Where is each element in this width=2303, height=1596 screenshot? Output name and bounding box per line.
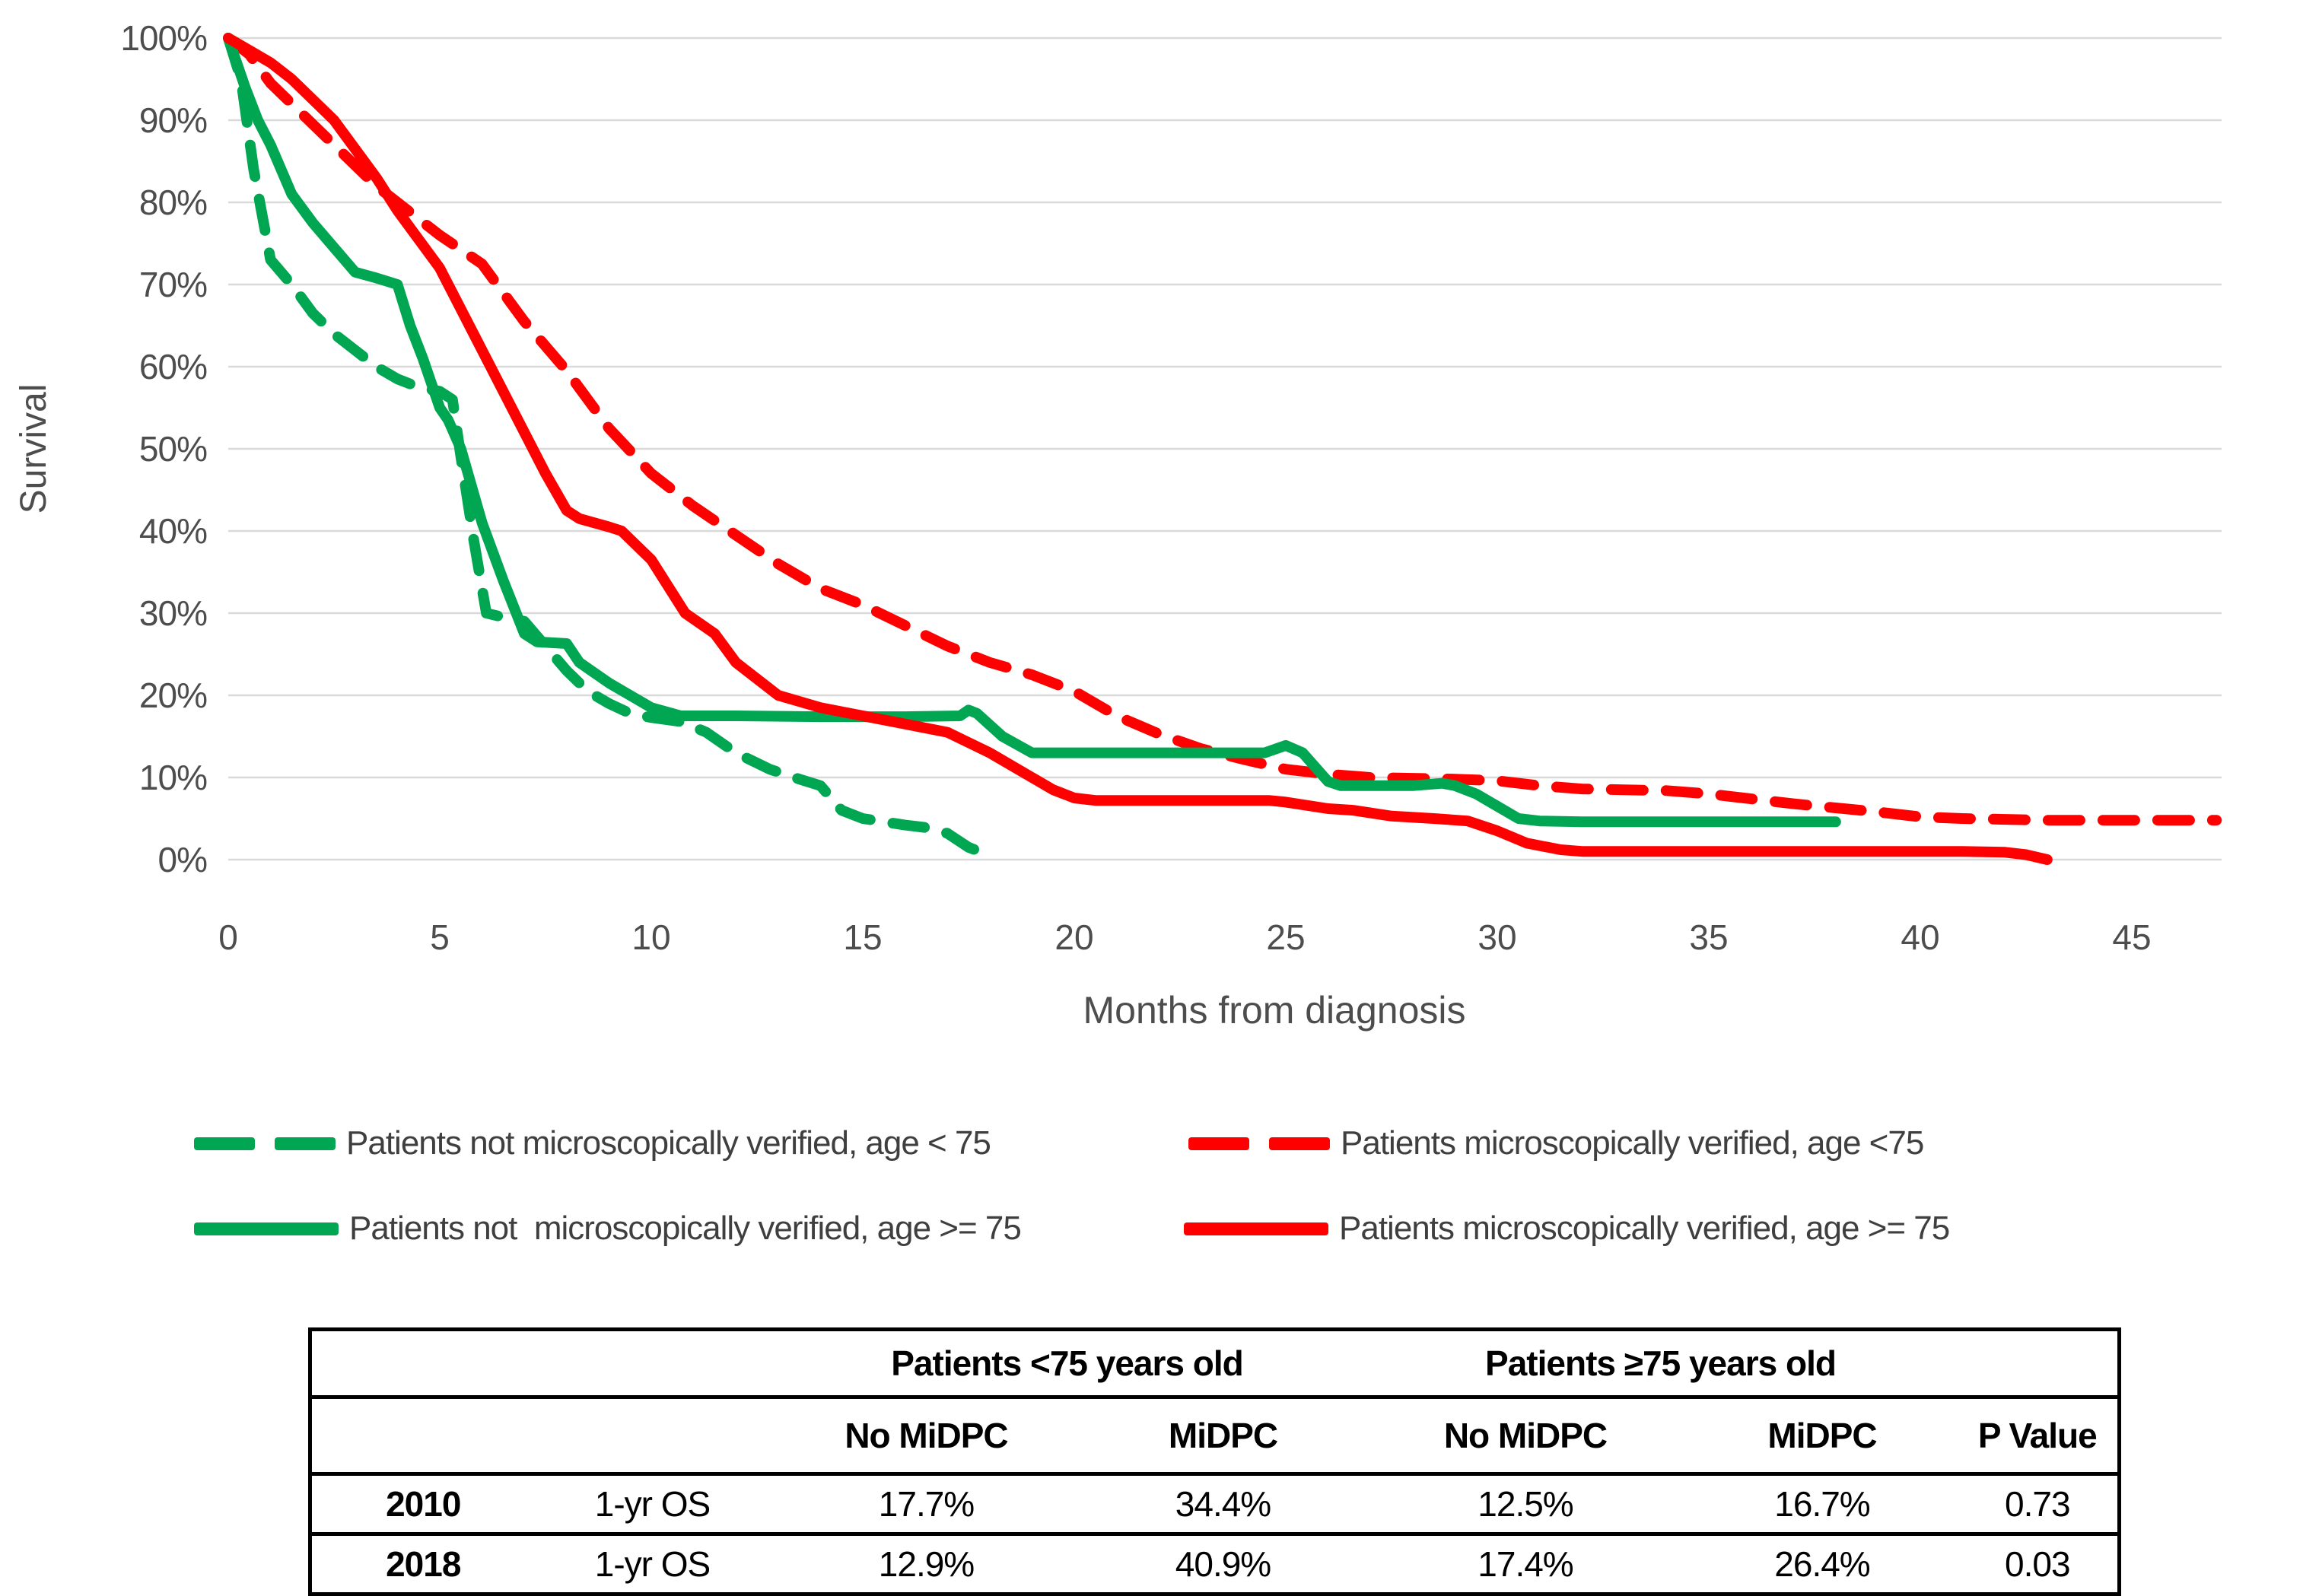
year-cell: 2018 bbox=[310, 1532, 535, 1594]
y-axis-title: Survival bbox=[14, 384, 54, 514]
y-tick-label: 20% bbox=[139, 676, 207, 715]
legend-label: Patients microscopically verified, age >… bbox=[1339, 1210, 1950, 1247]
legend-item-verified-ge75: Patients microscopically verified, age >… bbox=[1184, 1202, 1950, 1255]
table-row-2018: 2018 1-yr OS 12.9% 40.9% 17.4% 26.4% 0.0… bbox=[310, 1532, 2120, 1594]
green-dashed-swatch bbox=[194, 1137, 336, 1150]
x-tick-label: 45 bbox=[2112, 917, 2151, 957]
x-tick-label: 40 bbox=[1901, 917, 1939, 957]
year-cell: 2010 bbox=[310, 1472, 535, 1534]
x-tick-label: 5 bbox=[430, 917, 450, 957]
value-cell: 34.4% bbox=[1082, 1472, 1364, 1534]
metric-cell: 1-yr OS bbox=[534, 1472, 771, 1534]
value-cell: 12.9% bbox=[770, 1532, 1083, 1594]
col-header-midpc: MiDPC bbox=[1687, 1395, 1958, 1474]
y-tick-label: 60% bbox=[139, 347, 207, 386]
green-solid-swatch bbox=[194, 1222, 339, 1235]
y-tick-label: 50% bbox=[139, 429, 207, 469]
value-cell: 26.4% bbox=[1687, 1532, 1958, 1594]
y-tick-label: 70% bbox=[139, 265, 207, 304]
table-column-header-row: No MiDPC MiDPC No MiDPC MiDPC P Value bbox=[310, 1395, 2120, 1474]
col-header-midpc: MiDPC bbox=[1082, 1395, 1364, 1474]
metric-cell: 1-yr OS bbox=[534, 1532, 771, 1594]
empty-cell bbox=[1957, 1327, 2120, 1397]
x-tick-label: 15 bbox=[843, 917, 882, 957]
series-line-3 bbox=[223, 33, 2053, 865]
col-header-p-value: P Value bbox=[1957, 1395, 2120, 1474]
y-tick-label: 30% bbox=[139, 593, 207, 633]
legend-item-not-verified-ge75: Patients not microscopically verified, a… bbox=[194, 1202, 1022, 1255]
x-tick-label: 30 bbox=[1478, 917, 1516, 957]
series-line-0 bbox=[223, 33, 991, 860]
y-tick-label: 100% bbox=[120, 18, 207, 58]
survival-chart-svg: 100% 90% 80% 70% 60% 50% 40% 30% 20% 10% 0% 0 5 10 15 2… bbox=[14, 18, 2222, 1032]
table-row-2010: 2010 1-yr OS 17.7% 34.4% 12.5% 16.7% 0.7… bbox=[310, 1472, 2120, 1534]
group-header-ge75: Patients ≥75 years old bbox=[1363, 1327, 1958, 1397]
empty-cell bbox=[534, 1395, 771, 1474]
x-tick-label: 35 bbox=[1689, 917, 1728, 957]
x-tick-label: 20 bbox=[1054, 917, 1093, 957]
y-tick-label: 90% bbox=[139, 100, 207, 140]
value-cell: 17.4% bbox=[1363, 1532, 1687, 1594]
p-value-cell: 0.73 bbox=[1957, 1472, 2120, 1534]
empty-cell bbox=[310, 1327, 535, 1397]
group-header-lt75: Patients <75 years old bbox=[770, 1327, 1364, 1397]
value-cell: 16.7% bbox=[1687, 1472, 1958, 1534]
p-value-cell: 0.03 bbox=[1957, 1532, 2120, 1594]
x-tick-label: 0 bbox=[218, 917, 238, 957]
survival-chart: 100% 90% 80% 70% 60% 50% 40% 30% 20% 10% 0% 0 5 10 15 2… bbox=[14, 18, 2222, 1032]
series-line-1 bbox=[223, 33, 2222, 826]
table-group-header-row: Patients <75 years old Patients ≥75 year… bbox=[310, 1327, 2120, 1397]
value-cell: 17.7% bbox=[770, 1472, 1083, 1534]
value-cell: 40.9% bbox=[1082, 1532, 1364, 1594]
legend-item-verified-lt75: Patients microscopically verified, age <… bbox=[1188, 1117, 1924, 1170]
legend-label: Patients microscopically verified, age <… bbox=[1341, 1124, 1924, 1162]
x-axis-title: Months from diagnosis bbox=[1083, 989, 1465, 1032]
legend-label: Patients not microscopically verified, a… bbox=[346, 1124, 991, 1162]
col-header-no-midpc: No MiDPC bbox=[1363, 1395, 1687, 1474]
legend-row-1: Patients not microscopically verified, a… bbox=[0, 1117, 2303, 1170]
os-results-table: Patients <75 years old Patients ≥75 year… bbox=[308, 1327, 2122, 1596]
y-tick-label: 80% bbox=[139, 183, 207, 222]
series-line-2 bbox=[223, 33, 1841, 828]
red-dashed-swatch bbox=[1188, 1137, 1330, 1150]
y-tick-label: 0% bbox=[158, 840, 208, 879]
col-header-no-midpc: No MiDPC bbox=[770, 1395, 1083, 1474]
value-cell: 12.5% bbox=[1363, 1472, 1687, 1534]
y-tick-label: 40% bbox=[139, 511, 207, 551]
x-tick-label: 10 bbox=[631, 917, 670, 957]
empty-cell bbox=[310, 1395, 535, 1474]
legend-row-2: Patients not microscopically verified, a… bbox=[0, 1202, 2303, 1255]
red-solid-swatch bbox=[1184, 1222, 1328, 1235]
y-tick-label: 10% bbox=[139, 758, 207, 797]
x-tick-label: 25 bbox=[1266, 917, 1305, 957]
empty-cell bbox=[534, 1327, 771, 1397]
legend-label: Patients not microscopically verified, a… bbox=[349, 1210, 1022, 1247]
legend-item-not-verified-lt75: Patients not microscopically verified, a… bbox=[194, 1117, 991, 1170]
